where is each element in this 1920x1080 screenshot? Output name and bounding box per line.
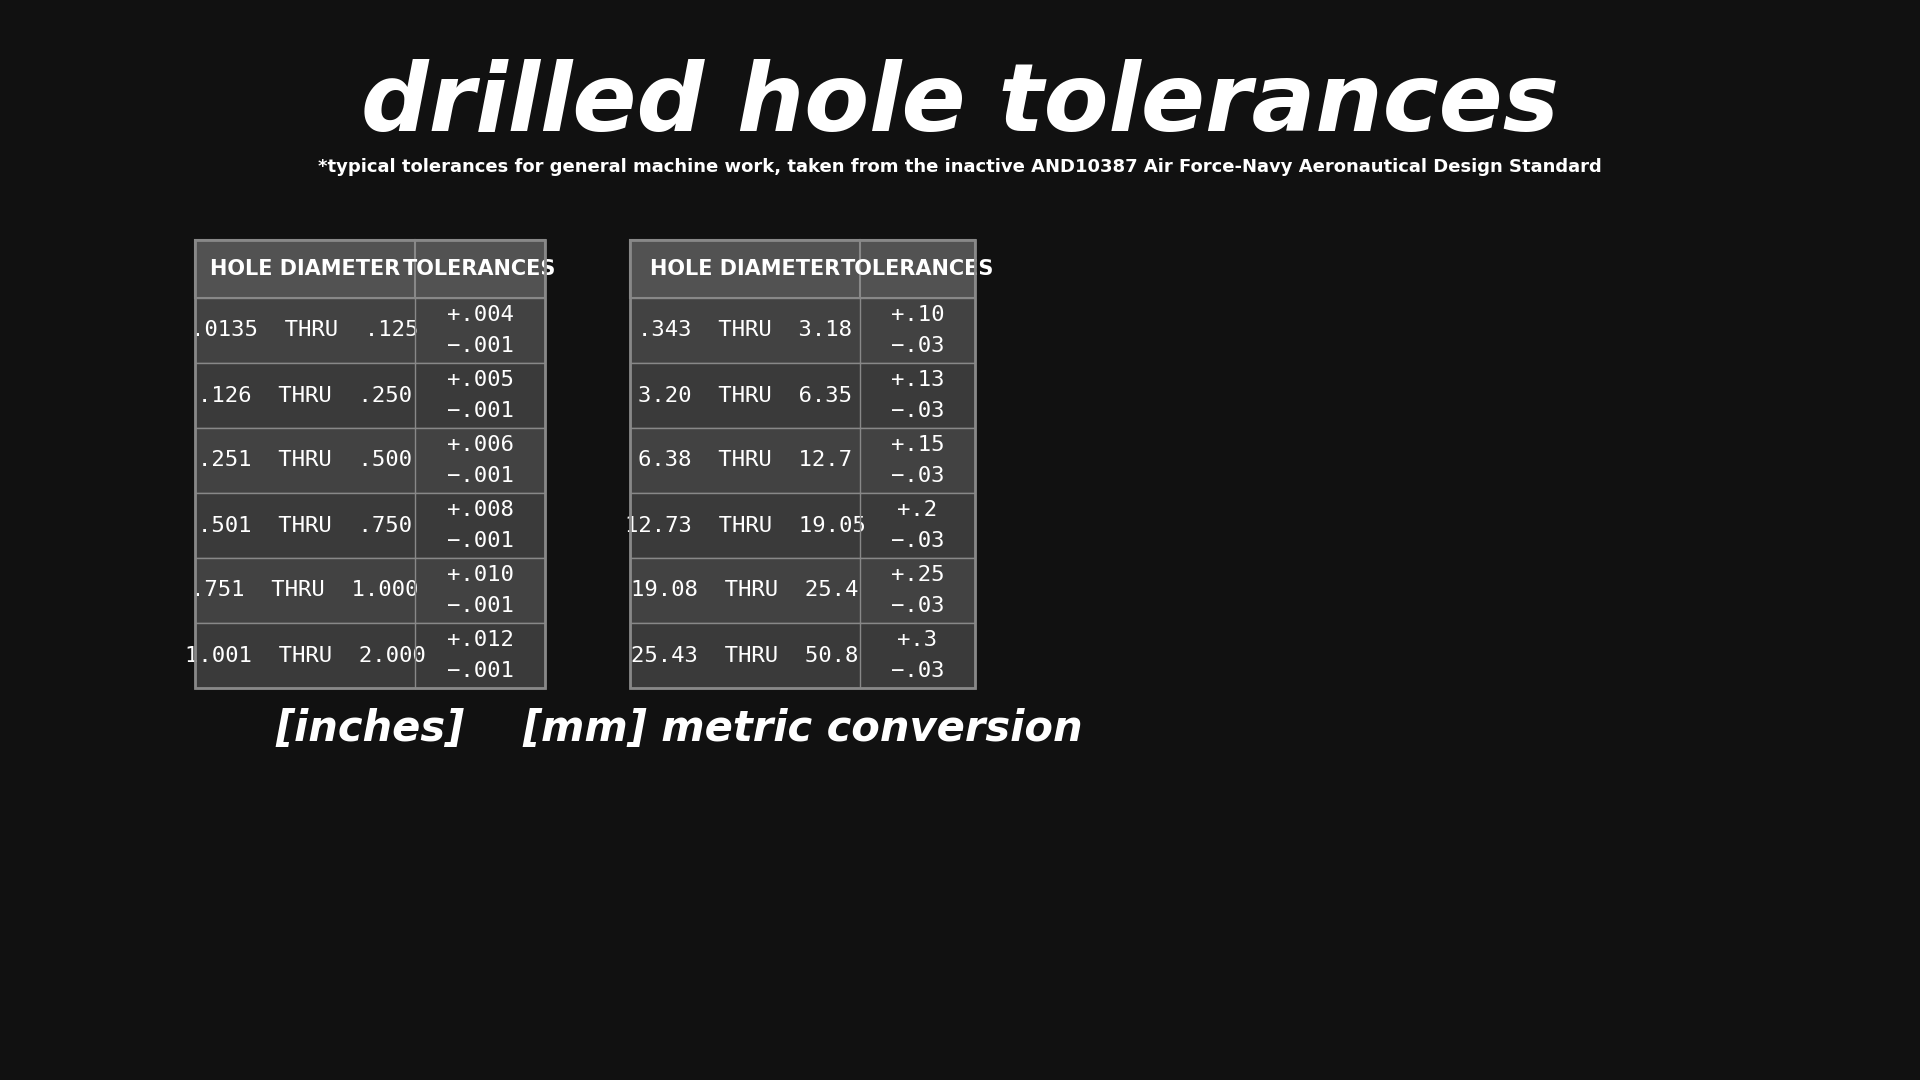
Text: +.15
−.03: +.15 −.03 [891,435,945,486]
FancyBboxPatch shape [630,558,975,623]
Text: *typical tolerances for general machine work, taken from the inactive AND10387 A: *typical tolerances for general machine … [319,158,1601,176]
Text: +.005
−.001: +.005 −.001 [447,369,513,421]
Text: [mm] metric conversion: [mm] metric conversion [522,708,1083,750]
FancyBboxPatch shape [196,492,545,558]
Text: +.012
−.001: +.012 −.001 [447,630,513,681]
Text: +.2
−.03: +.2 −.03 [891,500,945,551]
Text: .751  THRU  1.000: .751 THRU 1.000 [192,581,419,600]
FancyBboxPatch shape [630,623,975,688]
Text: +.13
−.03: +.13 −.03 [891,369,945,421]
Text: +.10
−.03: +.10 −.03 [891,305,945,356]
Text: +.3
−.03: +.3 −.03 [891,630,945,681]
FancyBboxPatch shape [630,492,975,558]
Text: +.010
−.001: +.010 −.001 [447,565,513,616]
FancyBboxPatch shape [630,363,975,428]
FancyBboxPatch shape [630,428,975,492]
Text: +.006
−.001: +.006 −.001 [447,435,513,486]
Text: [inches]: [inches] [275,708,465,750]
FancyBboxPatch shape [196,363,545,428]
Text: .0135  THRU  .125: .0135 THRU .125 [192,321,419,340]
FancyBboxPatch shape [630,240,975,298]
Text: 3.20  THRU  6.35: 3.20 THRU 6.35 [637,386,852,405]
Text: 19.08  THRU  25.4: 19.08 THRU 25.4 [632,581,858,600]
FancyBboxPatch shape [196,298,545,363]
FancyBboxPatch shape [196,558,545,623]
Text: 25.43  THRU  50.8: 25.43 THRU 50.8 [632,646,858,665]
Text: +.008
−.001: +.008 −.001 [447,500,513,551]
Text: .501  THRU  .750: .501 THRU .750 [198,515,413,536]
Text: drilled hole tolerances: drilled hole tolerances [361,59,1559,151]
Text: TOLERANCES: TOLERANCES [403,259,557,279]
FancyBboxPatch shape [196,428,545,492]
Text: +.25
−.03: +.25 −.03 [891,565,945,616]
FancyBboxPatch shape [630,298,975,363]
FancyBboxPatch shape [196,240,545,298]
Text: TOLERANCES: TOLERANCES [841,259,995,279]
Text: .251  THRU  .500: .251 THRU .500 [198,450,413,471]
Text: HOLE DIAMETER: HOLE DIAMETER [649,259,841,279]
Text: .343  THRU  3.18: .343 THRU 3.18 [637,321,852,340]
Text: +.004
−.001: +.004 −.001 [447,305,513,356]
Text: .126  THRU  .250: .126 THRU .250 [198,386,413,405]
FancyBboxPatch shape [196,623,545,688]
Text: HOLE DIAMETER: HOLE DIAMETER [209,259,399,279]
Text: 12.73  THRU  19.05: 12.73 THRU 19.05 [624,515,866,536]
Text: 6.38  THRU  12.7: 6.38 THRU 12.7 [637,450,852,471]
Text: 1.001  THRU  2.000: 1.001 THRU 2.000 [184,646,426,665]
